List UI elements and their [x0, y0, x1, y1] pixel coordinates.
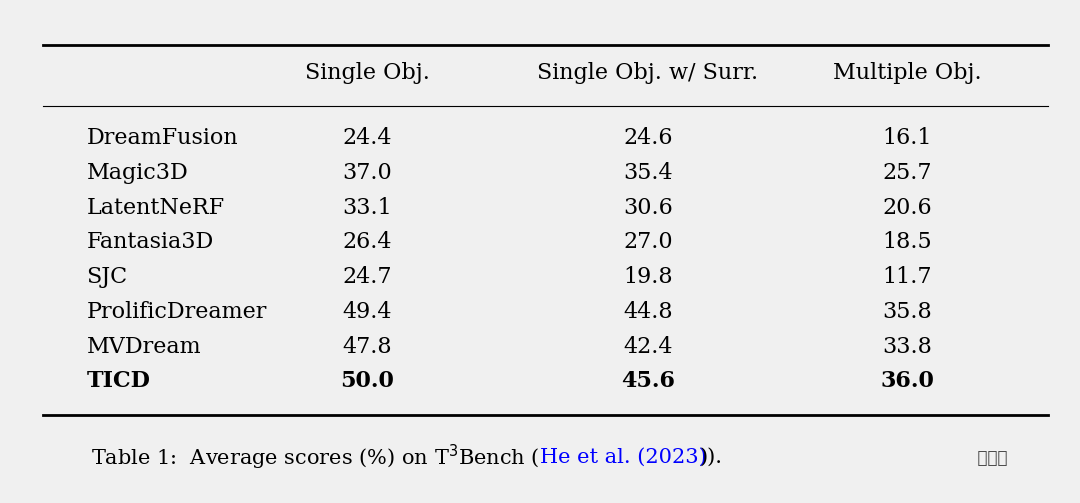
- Text: 35.8: 35.8: [882, 301, 932, 323]
- Text: 24.7: 24.7: [342, 266, 392, 288]
- Text: SJC: SJC: [86, 266, 127, 288]
- Text: 27.0: 27.0: [623, 231, 673, 254]
- Text: )).: )).: [700, 448, 723, 467]
- Text: 量子位: 量子位: [967, 449, 1008, 467]
- Text: He et al. (2023): He et al. (2023): [540, 448, 706, 467]
- Text: 33.1: 33.1: [342, 197, 392, 219]
- Text: LatentNeRF: LatentNeRF: [86, 197, 225, 219]
- Text: 44.8: 44.8: [623, 301, 673, 323]
- Text: 24.6: 24.6: [623, 127, 673, 149]
- Text: Table 1:  Average scores (%) on $\mathregular{T}^3$Bench (: Table 1: Average scores (%) on $\mathreg…: [92, 443, 540, 472]
- Text: 11.7: 11.7: [882, 266, 932, 288]
- Text: 26.4: 26.4: [342, 231, 392, 254]
- Text: 16.1: 16.1: [882, 127, 932, 149]
- Text: Magic3D: Magic3D: [86, 162, 188, 184]
- Text: 47.8: 47.8: [342, 336, 392, 358]
- Text: 50.0: 50.0: [340, 370, 394, 392]
- Text: 25.7: 25.7: [882, 162, 932, 184]
- Text: 33.8: 33.8: [882, 336, 932, 358]
- Text: 49.4: 49.4: [342, 301, 392, 323]
- Text: ProlificDreamer: ProlificDreamer: [86, 301, 267, 323]
- Text: MVDream: MVDream: [86, 336, 201, 358]
- Text: 18.5: 18.5: [882, 231, 932, 254]
- Text: 24.4: 24.4: [342, 127, 392, 149]
- Text: 35.4: 35.4: [623, 162, 673, 184]
- Text: DreamFusion: DreamFusion: [86, 127, 238, 149]
- Text: Multiple Obj.: Multiple Obj.: [833, 62, 982, 84]
- Text: 19.8: 19.8: [623, 266, 673, 288]
- Text: 45.6: 45.6: [621, 370, 675, 392]
- Text: Single Obj.: Single Obj.: [305, 62, 430, 84]
- Text: 30.6: 30.6: [623, 197, 673, 219]
- Text: 36.0: 36.0: [880, 370, 934, 392]
- Text: 37.0: 37.0: [342, 162, 392, 184]
- Text: 20.6: 20.6: [882, 197, 932, 219]
- Text: TICD: TICD: [86, 370, 150, 392]
- Text: 42.4: 42.4: [623, 336, 673, 358]
- Text: Fantasia3D: Fantasia3D: [86, 231, 214, 254]
- Text: Single Obj. w/ Surr.: Single Obj. w/ Surr.: [538, 62, 758, 84]
